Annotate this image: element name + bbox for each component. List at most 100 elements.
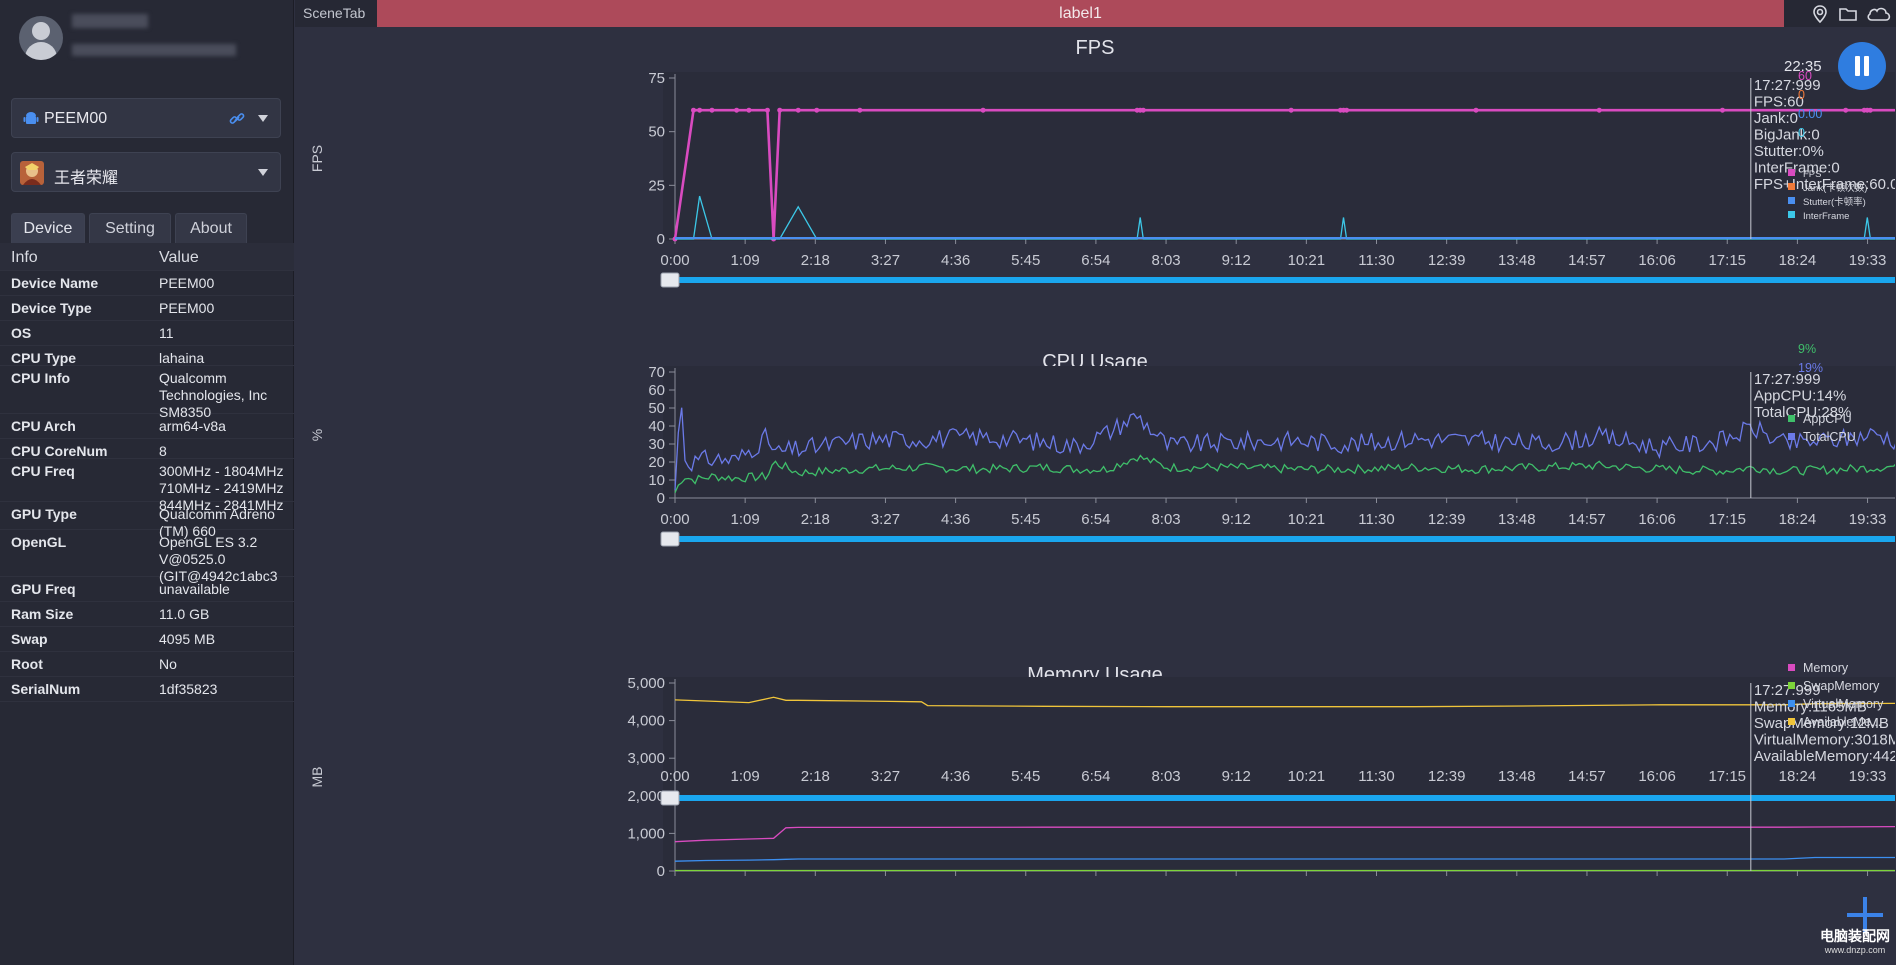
table-row[interactable]: Device Name PEEM00 [0, 271, 294, 296]
table-row[interactable]: Ram Size 11.0 GB [0, 602, 294, 627]
table-cell-key: CPU Arch [11, 418, 76, 434]
device-select[interactable]: PEEM00 [11, 98, 281, 138]
location-pin-icon[interactable] [1810, 4, 1830, 24]
column-header-value: Value [159, 249, 199, 266]
app-select[interactable]: 王者荣耀 [11, 152, 281, 192]
range-slider-track [669, 277, 1895, 283]
y-tick-label: 10 [648, 472, 665, 489]
y-tick-label: 40 [648, 418, 665, 435]
data-point [764, 107, 770, 113]
cpu-usage-chart: CPU Usage 70 60 50 40 30 20 10 0% 0:00 1:09 2:18 3:… [295, 341, 1895, 655]
tooltip-line: SwapMemory:12MB [1754, 715, 1889, 732]
tab-device[interactable]: Device [11, 213, 85, 243]
watermark-url: www.dnzp.com [1824, 945, 1886, 955]
tooltip-line: 17:27:999 [1754, 682, 1821, 699]
table-row[interactable]: GPU Type Qualcomm Adreno (TM) 660 [0, 502, 294, 539]
series-line-appcpu [674, 454, 1895, 493]
range-slider-track [669, 795, 1895, 801]
sidebar: PEEM00 王者荣耀 Device Setting About [0, 0, 294, 965]
data-point [697, 107, 703, 113]
x-tick-label: 16:06 [1638, 252, 1676, 269]
label-tab[interactable]: label1 [377, 0, 1784, 27]
profile-area [0, 0, 294, 82]
legend-label: AppCPU [1803, 412, 1852, 426]
legend-label: Memory [1803, 661, 1849, 675]
x-tick-label: 9:12 [1222, 768, 1251, 785]
subtitle-redacted [72, 44, 236, 56]
folder-icon[interactable] [1838, 4, 1858, 24]
y-tick-label: 4,000 [627, 713, 665, 730]
fps-chart: FPS 75 50 25 0 FPS 0:00 1:09 2:18 3:27 4:36 5:45 6:… [295, 27, 1895, 347]
x-tick-label: 0:00 [660, 511, 689, 528]
table-row[interactable]: CPU Arch arm64-v8a [0, 414, 294, 439]
pause-button[interactable] [1838, 42, 1886, 90]
table-row[interactable]: Device Type PEEM00 [0, 296, 294, 321]
x-tick-label: 9:12 [1222, 252, 1251, 269]
y-tick-label: 75 [648, 70, 665, 87]
x-tick-label: 3:27 [871, 252, 900, 269]
cloud-icon[interactable] [1866, 4, 1892, 24]
tooltip-line: InterFrame:0 [1754, 160, 1840, 177]
legend-swatch [1788, 169, 1795, 176]
table-cell-key: CPU Freq [11, 463, 75, 479]
x-tick-label: 10:21 [1288, 252, 1326, 269]
data-point [709, 107, 715, 113]
y-tick-label: 60 [648, 382, 665, 399]
table-cell-value: PEEM00 [159, 275, 215, 291]
table-row[interactable]: CPU Info Qualcomm Technologies, Inc SM835… [0, 366, 294, 420]
table-row[interactable]: OpenGL OpenGL ES 3.2 V@0525.0 (GIT@4942c1… [0, 530, 294, 584]
x-tick-label: 11:30 [1358, 768, 1394, 785]
data-point [814, 107, 820, 113]
tab-setting[interactable]: Setting [89, 213, 171, 243]
link-icon[interactable] [228, 110, 246, 128]
x-tick-label: 12:39 [1428, 252, 1466, 269]
range-slider-track [669, 536, 1895, 542]
x-tick-label: 18:24 [1779, 768, 1817, 785]
table-row[interactable]: Root No [0, 652, 294, 677]
table-row[interactable]: GPU Freq unavailable [0, 577, 294, 602]
table-cell-value: 11 [159, 325, 174, 341]
app-select-label: 王者荣耀 [54, 170, 119, 187]
table-cell-value: No [159, 656, 177, 672]
tab-about[interactable]: About [175, 213, 247, 243]
table-row[interactable]: CPU Type lahaina [0, 346, 294, 366]
x-tick-label: 12:39 [1428, 768, 1466, 785]
x-tick-label: 13:48 [1498, 768, 1536, 785]
tooltip-line: FPS:60 [1754, 94, 1804, 111]
table-cell-value: unavailable [159, 581, 230, 597]
table-row[interactable]: OS 11 [0, 321, 294, 346]
chart-title: FPS [1075, 37, 1115, 59]
table-row[interactable]: SerialNum 1df35823 [0, 677, 294, 702]
scene-tab[interactable]: SceneTab [303, 5, 366, 21]
y-tick-label: 30 [648, 436, 665, 453]
table-cell-value: 11.0 GB [159, 606, 210, 622]
x-tick-label: 4:36 [941, 511, 970, 528]
memory-usage-plot[interactable]: 5,000 4,000 3,000 2,000 1,000 0 MB 0:00 1:09 2:18… [295, 654, 1895, 965]
x-tick-label: 17:15 [1708, 252, 1746, 269]
legend-swatch [1788, 664, 1795, 671]
avatar[interactable] [19, 16, 63, 60]
table-row[interactable]: Swap 4095 MB [0, 627, 294, 652]
current-value: 60 [1798, 69, 1812, 83]
table-cell-key: CPU Info [11, 370, 71, 386]
range-slider-handle [660, 531, 680, 547]
memory-usage-chart: Memory Usage 5,000 4,000 3,000 2,000 1,000 0 M… [295, 654, 1895, 965]
table-row[interactable]: CPU Freq 300MHz - 1804MHz 710MHz - 2419MH… [0, 459, 294, 513]
fps-plot[interactable]: 75 50 25 0 FPS 0:00 1:09 2:18 3:27 4:36 5:45 6:54 8:… [295, 27, 1895, 347]
x-tick-label: 17:15 [1708, 768, 1746, 785]
data-point [795, 107, 801, 113]
table-cell-key: Ram Size [11, 606, 74, 622]
table-row[interactable]: CPU CoreNum 8 [0, 439, 294, 459]
x-tick-label: 8:03 [1151, 768, 1180, 785]
y-tick-label: 70 [648, 364, 665, 381]
x-tick-label: 9:12 [1222, 511, 1251, 528]
table-cell-key: Device Type [11, 300, 92, 316]
x-tick-label: 14:57 [1568, 511, 1606, 528]
plus-icon[interactable] [1845, 895, 1885, 935]
current-value: 0.00 [1798, 107, 1822, 121]
x-tick-label: 5:45 [1011, 252, 1040, 269]
legend-label: InterFrame [1803, 211, 1849, 222]
x-tick-label: 16:06 [1638, 511, 1676, 528]
x-tick-label: 11:30 [1358, 511, 1394, 528]
